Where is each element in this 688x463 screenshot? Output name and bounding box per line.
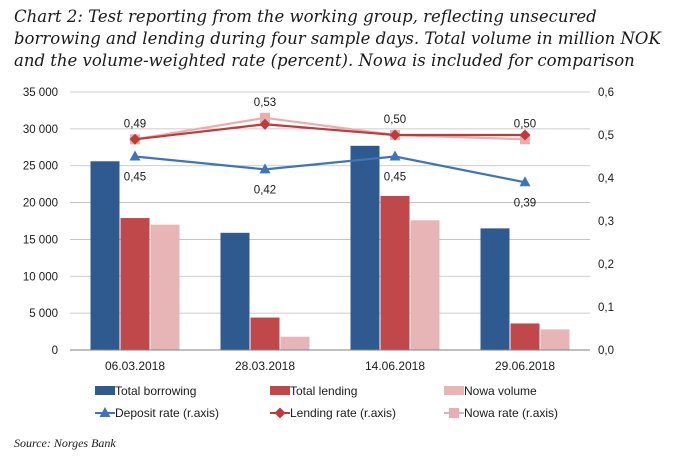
bar-0-2: [350, 145, 380, 350]
line-0-marker: [519, 176, 531, 187]
legend-label-5: Nowa rate (r.axis): [464, 406, 558, 420]
left-axis-tick-label: 15 000: [23, 234, 58, 246]
category-label: 14.06.2018: [365, 359, 425, 373]
line-1-marker: [519, 129, 531, 141]
line-2-marker: [260, 112, 270, 123]
line-1-marker: [259, 118, 271, 130]
left-axis-tick-label: 5 000: [29, 308, 58, 320]
line-0-marker: [259, 163, 271, 174]
left-axis-tick-label: 20 000: [23, 198, 58, 210]
category-label: 28.03.2018: [235, 359, 295, 373]
line-2: [134, 116, 526, 141]
legend-marker-3: [99, 407, 111, 417]
bar-2-0: [150, 224, 180, 350]
left-axis-tick-label: 0: [52, 345, 58, 357]
bar-2-2: [410, 220, 440, 350]
line-0-marker: [129, 150, 141, 161]
right-axis-tick-label: 0,3: [598, 216, 614, 228]
line-0-marker: [389, 150, 401, 161]
right-axis-tick-label: 0,6: [598, 87, 614, 99]
nowa-rate-data-label: 0,53: [254, 97, 276, 109]
bar-1-3: [510, 323, 540, 350]
legend-label-4: Lending rate (r.axis): [290, 406, 396, 420]
bar-0-1: [220, 232, 250, 350]
legend-label-1: Total lending: [290, 384, 357, 398]
line-1: [134, 123, 525, 141]
left-axis-tick-label: 25 000: [23, 161, 58, 173]
nowa-rate-data-label: 0,50: [384, 114, 406, 126]
left-axis-tick-label: 30 000: [23, 124, 58, 136]
chart-title: Chart 2: Test reporting from the working…: [14, 7, 661, 70]
deposit-rate-data-label: 0,45: [384, 172, 406, 184]
legend-label-2: Nowa volume: [464, 384, 537, 398]
legend-swatch-2: [444, 386, 464, 395]
line-1-marker: [389, 129, 401, 141]
right-axis-tick-label: 0,2: [598, 259, 614, 271]
left-axis-tick-label: 35 000: [23, 87, 58, 99]
right-axis-tick-label: 0,5: [598, 130, 614, 142]
category-label: 06.03.2018: [105, 359, 165, 373]
left-axis-tick-label: 10 000: [23, 271, 58, 283]
nowa-rate-data-label: 0,49: [124, 118, 146, 130]
legend-marker-5: [449, 408, 459, 418]
legend-marker-4: [274, 407, 286, 419]
line-0: [134, 155, 526, 184]
bar-2-3: [540, 329, 570, 350]
bar-1-1: [250, 317, 280, 350]
nowa-rate-data-label: 0,50: [514, 118, 536, 130]
right-axis-tick-label: 0,0: [598, 345, 614, 357]
line-1-marker: [129, 133, 141, 145]
category-label: 29.06.2018: [495, 359, 555, 373]
deposit-rate-data-label: 0,42: [254, 184, 276, 196]
legend-swatch-1: [270, 386, 290, 395]
chart-source: Source: Norges Bank: [14, 436, 116, 450]
bar-0-3: [480, 228, 510, 350]
bar-0-0: [90, 161, 120, 350]
deposit-rate-data-label: 0,45: [124, 172, 146, 184]
right-axis-tick-label: 0,1: [598, 302, 614, 314]
deposit-rate-data-label: 0,39: [514, 197, 536, 209]
legend-label-3: Deposit rate (r.axis): [115, 406, 219, 420]
legend-label-0: Total borrowing: [115, 384, 196, 398]
legend-swatch-0: [95, 386, 115, 395]
bar-2-1: [280, 336, 310, 350]
right-axis-tick-label: 0,4: [598, 173, 615, 185]
bar-1-2: [380, 195, 410, 350]
bar-1-0: [120, 218, 150, 350]
